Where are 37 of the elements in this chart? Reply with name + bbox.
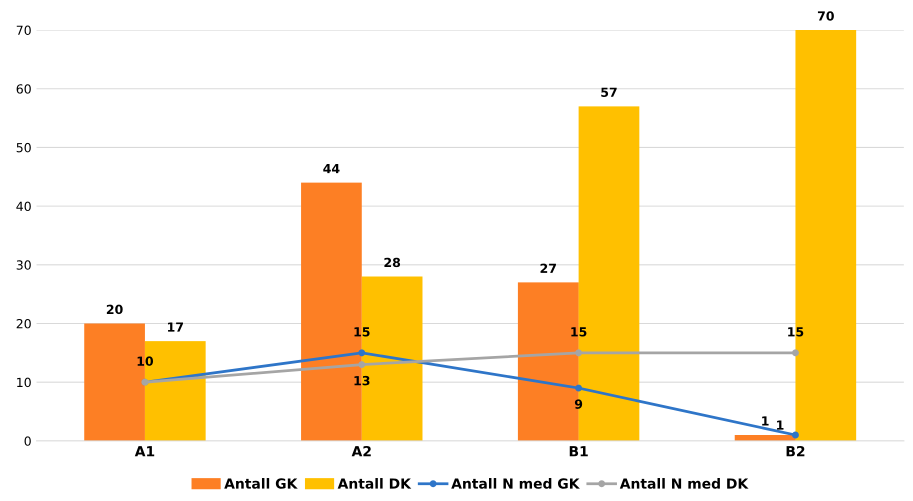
data-label: 57 — [601, 88, 617, 97]
y-tick-label: 50 — [16, 142, 31, 152]
data-label: 28 — [384, 258, 400, 268]
point — [792, 349, 799, 356]
data-label: 13 — [354, 376, 370, 386]
data-label: 15 — [354, 327, 370, 337]
legend-label: Antall DK — [338, 478, 412, 489]
x-tick-label: A2 — [352, 446, 371, 456]
y-tick-label: 60 — [16, 84, 31, 94]
data-label: 9 — [574, 399, 582, 409]
x-tick-label: B2 — [786, 446, 804, 456]
bar — [734, 435, 796, 441]
point — [358, 349, 366, 356]
legend-label: Antall N med DK — [620, 478, 749, 489]
data-label: 10 — [138, 356, 154, 366]
y-tick-label: 70 — [16, 26, 31, 35]
y-tick-label: 10 — [17, 378, 31, 388]
legend-label: Antall GK — [224, 478, 298, 489]
legend-label: Antall N med GK — [451, 478, 580, 489]
data-label: 27 — [540, 264, 556, 273]
data-label: 1 — [777, 420, 784, 430]
data-label: 70 — [818, 11, 834, 21]
y-tick-label: 30 — [16, 260, 31, 270]
point — [575, 384, 582, 392]
point — [358, 361, 366, 368]
data-label: 15 — [571, 327, 586, 337]
data-label: 20 — [106, 304, 123, 314]
data-label: 1 — [762, 416, 769, 426]
y-tick-label: 0 — [24, 436, 31, 446]
point — [575, 349, 582, 356]
data-label: 17 — [168, 322, 183, 332]
data-label: 44 — [323, 164, 340, 174]
x-tick-label: A1 — [134, 446, 154, 456]
y-tick-label: 40 — [16, 202, 31, 212]
x-tick-label: B1 — [570, 446, 588, 456]
y-tick-label: 20 — [16, 318, 31, 328]
point — [792, 432, 799, 438]
